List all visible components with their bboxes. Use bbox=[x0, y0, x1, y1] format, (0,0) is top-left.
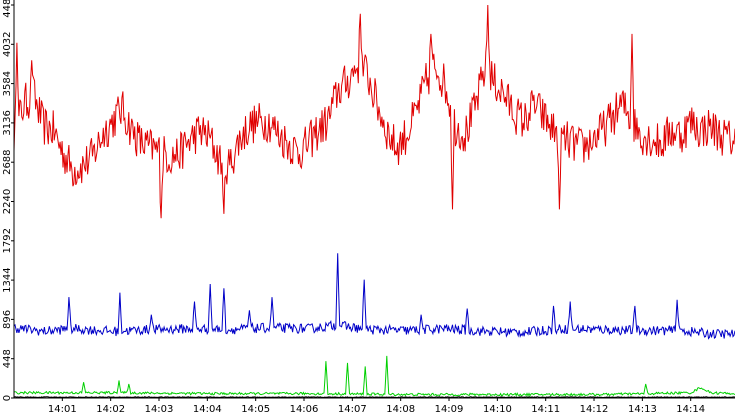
x-tick-label: 14:13 bbox=[628, 404, 657, 415]
y-tick-label: 2688 bbox=[2, 149, 13, 174]
x-tick-label: 14:09 bbox=[435, 404, 464, 415]
x-tick-label: 14:01 bbox=[48, 404, 77, 415]
x-tick-label: 14:10 bbox=[483, 404, 512, 415]
y-tick-label: 4480 bbox=[2, 0, 13, 18]
y-tick-label: 0 bbox=[2, 395, 13, 401]
x-tick-label: 14:03 bbox=[145, 404, 174, 415]
x-tick-label: 14:07 bbox=[338, 404, 367, 415]
x-tick-label: 14:05 bbox=[241, 404, 270, 415]
x-tick-label: 14:02 bbox=[96, 404, 125, 415]
y-tick-label: 2240 bbox=[2, 189, 13, 214]
x-tick-label: 14:12 bbox=[580, 404, 609, 415]
y-tick-label: 3584 bbox=[2, 71, 13, 96]
x-tick-label: 14:04 bbox=[193, 404, 222, 415]
series-green-line bbox=[13, 355, 735, 397]
series-group bbox=[13, 4, 735, 399]
x-tick-label: 14:14 bbox=[676, 404, 705, 415]
y-tick-label: 896 bbox=[2, 310, 13, 329]
y-tick-label: 4032 bbox=[2, 32, 13, 57]
series-blue-line bbox=[13, 253, 735, 340]
y-tick-label: 448 bbox=[2, 349, 13, 368]
y-tick-label: 1792 bbox=[2, 228, 13, 253]
series-red-line bbox=[13, 4, 735, 219]
y-tick-label: 1344 bbox=[2, 267, 13, 292]
y-tick-label: 3136 bbox=[2, 110, 13, 135]
series-black-line bbox=[13, 396, 735, 399]
x-tick-label: 14:08 bbox=[386, 404, 415, 415]
x-tick-label: 14:11 bbox=[531, 404, 560, 415]
x-tick-label: 14:06 bbox=[290, 404, 319, 415]
